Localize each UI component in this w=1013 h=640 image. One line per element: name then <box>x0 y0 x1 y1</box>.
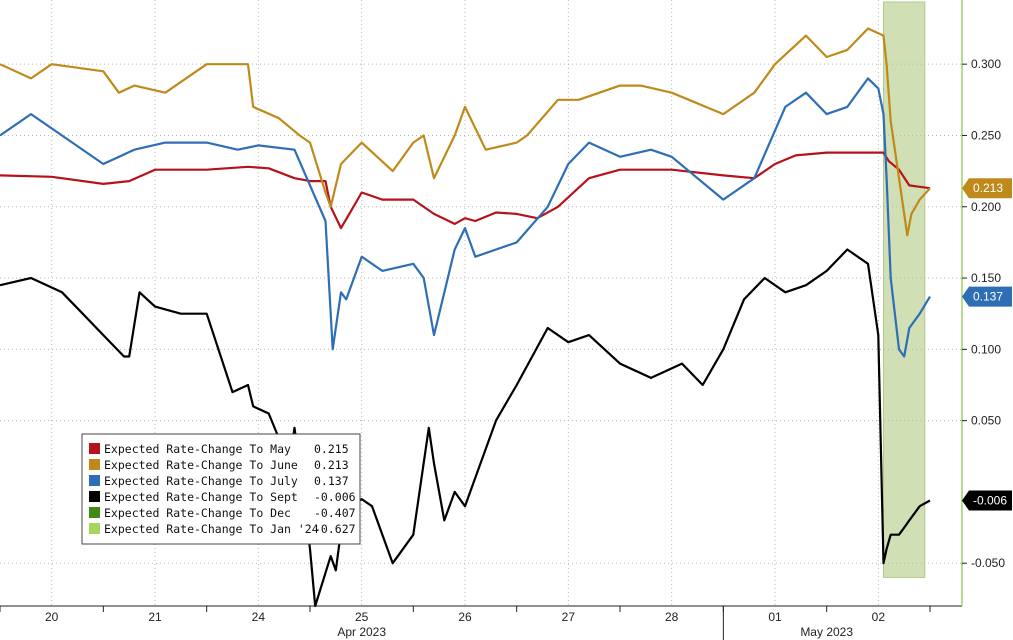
grid-layer <box>0 0 962 606</box>
x-tick-label: 27 <box>562 610 576 624</box>
legend-swatch <box>89 491 100 502</box>
y-tick-label: 0.250 <box>971 128 1001 142</box>
series-line-2 <box>0 77 931 358</box>
series-layer <box>0 27 931 608</box>
legend-entry-name: Expected Rate-Change To July <box>104 474 298 488</box>
month-label: Apr 2023 <box>337 625 386 639</box>
last-value-badge: 0.213 <box>962 178 1012 199</box>
badge-value: 0.137 <box>973 290 1003 304</box>
y-tick-label: 0.150 <box>971 271 1001 285</box>
badge-shape <box>962 490 1012 511</box>
legend: Expected Rate-Change To May 0.215 Expected… <box>81 433 361 545</box>
x-tick-label: 21 <box>148 610 162 624</box>
legend-entry-name: Expected Rate-Change To Jan '24 <box>104 522 319 536</box>
legend-swatch <box>89 459 100 470</box>
badge-shape <box>962 286 1012 307</box>
legend-entry-value: 0.213 <box>314 458 349 472</box>
highlight-band <box>883 1 926 578</box>
legend-entry-value: -0.407 <box>314 506 356 520</box>
legend-entry-name: Expected Rate-Change To June <box>104 458 298 472</box>
legend-entry-value: 0.137 <box>314 474 349 488</box>
x-tick-label: 02 <box>872 610 886 624</box>
x-tick-label: 28 <box>665 610 679 624</box>
legend-entry-name: Expected Rate-Change To Sept <box>104 490 298 504</box>
badge-value: -0.006 <box>973 493 1007 507</box>
series-line-3 <box>0 248 931 608</box>
legend-swatch <box>89 475 100 486</box>
x-tick-label: 26 <box>458 610 472 624</box>
legend-entry-name: Expected Rate-Change To Dec <box>104 506 291 520</box>
legend-frame <box>81 433 361 545</box>
legend-swatch <box>89 443 100 454</box>
series-line-1 <box>0 27 931 237</box>
x-tick-label: 25 <box>355 610 369 624</box>
x-tick-label: 20 <box>45 610 59 624</box>
series-line-0 <box>0 151 931 230</box>
y-tick-label: 0.200 <box>971 200 1001 214</box>
y-tick-label: 0.050 <box>971 414 1001 428</box>
legend-entry-value: -0.006 <box>314 490 356 504</box>
badge-layer: 0.213 0.137 -0.006 <box>962 178 1012 511</box>
last-value-badge: -0.006 <box>962 490 1012 511</box>
month-label: May 2023 <box>800 625 853 639</box>
legend-entry-value: 0.215 <box>314 442 349 456</box>
legend-entry-value: -0.627 <box>314 522 356 536</box>
x-tick-label: 24 <box>252 610 266 624</box>
badge-value: 0.213 <box>973 181 1003 195</box>
x-tick-label: 01 <box>768 610 782 624</box>
y-tick-label: -0.050 <box>971 556 1005 570</box>
last-value-badge: 0.137 <box>962 286 1012 307</box>
y-tick-label: 0.100 <box>971 342 1001 356</box>
legend-swatch <box>89 523 100 534</box>
y-tick-label: 0.300 <box>971 57 1001 71</box>
legend-entry-name: Expected Rate-Change To May <box>104 442 291 456</box>
legend-swatch <box>89 507 100 518</box>
badge-shape <box>962 178 1012 199</box>
